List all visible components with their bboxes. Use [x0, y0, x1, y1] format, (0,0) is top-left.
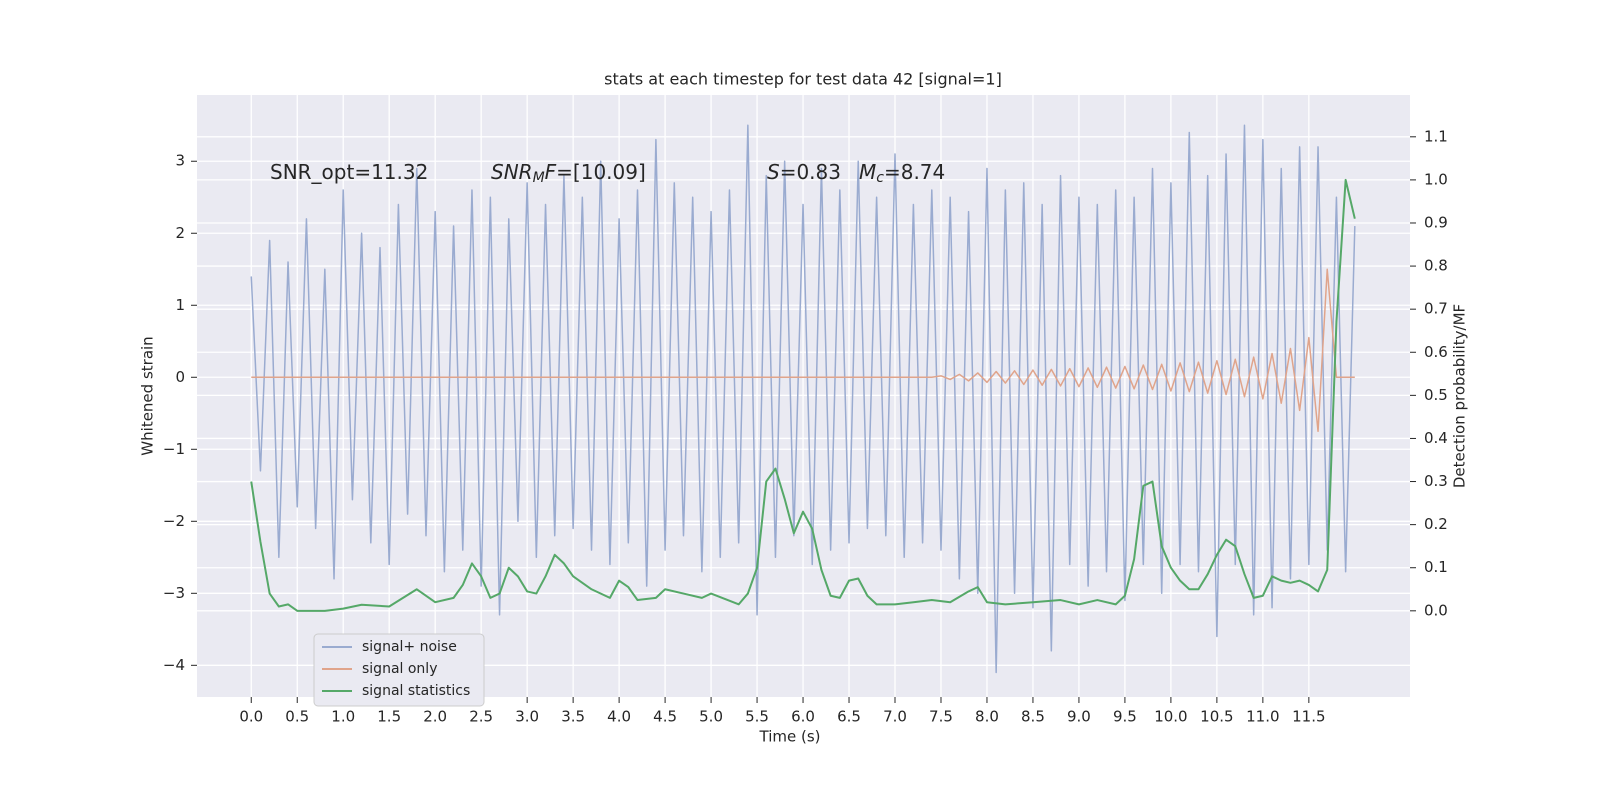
annotation-part: c [876, 170, 884, 186]
y2-tick-label: 0.7 [1424, 300, 1448, 318]
x-tick-label: 0.0 [239, 708, 263, 726]
x-tick-label: 4.0 [607, 708, 631, 726]
x-tick-label: 6.5 [837, 708, 861, 726]
x-tick-label: 6.0 [791, 708, 815, 726]
legend-box [313, 633, 485, 707]
y2-axis-label: Detection probability/MF [1451, 304, 1469, 488]
y2-tick-label: 0.6 [1424, 343, 1448, 361]
y-tick-label: 3 [175, 152, 185, 170]
annotation: Mc=8.74 [859, 160, 945, 187]
y-tick-label: −1 [163, 440, 185, 458]
legend-label: signal only [362, 661, 437, 677]
x-tick-label: 1.0 [331, 708, 355, 726]
legend-label: signal+ noise [362, 639, 457, 655]
legend: signal+ noise signal only signal statistic… [313, 633, 485, 707]
x-tick-label: 7.0 [883, 708, 907, 726]
x-tick-label: 5.0 [699, 708, 723, 726]
y-tick-label: −2 [163, 512, 185, 530]
annotation-part: SNR_opt=11.32 [270, 160, 428, 184]
series-line [250, 178, 1356, 612]
y2-tick-label: 0.4 [1424, 429, 1448, 447]
x-tick-label: 9.0 [1067, 708, 1091, 726]
x-tick-label: 10.5 [1200, 708, 1233, 726]
annotations: SNR_opt=11.32 SNRMF=[10.09] S=0.83 Mc=8.74 [270, 160, 945, 187]
x-tick-label: 10.0 [1154, 708, 1187, 726]
series-line [250, 124, 1356, 674]
x-tick-label: 3.0 [515, 708, 539, 726]
y2-tick-label: 1.1 [1424, 127, 1448, 145]
y2-tick-label: 0.0 [1424, 601, 1448, 619]
series-line [251, 268, 1355, 433]
y2-tick-label: 0.3 [1424, 472, 1448, 490]
x-tick-label: 11.0 [1246, 708, 1279, 726]
y2-tick-label: 0.2 [1424, 515, 1448, 533]
chart-title: stats at each timestep for test data 42 … [604, 70, 1002, 89]
y2-tick-label: 0.5 [1424, 386, 1448, 404]
legend-label: signal statistics [362, 683, 470, 699]
x-tick-label: 1.5 [377, 708, 401, 726]
y2-tick-label: 1.0 [1424, 170, 1448, 188]
x-tick-label: 9.5 [1113, 708, 1137, 726]
x-tick-label: 4.5 [653, 708, 677, 726]
y-axis-label: Whitened strain [139, 336, 157, 455]
annotation: SNRMF=[10.09] [491, 160, 646, 187]
x-tick-label: 2.0 [423, 708, 447, 726]
annotation-part: SNR [491, 160, 533, 184]
y-tick-label: 0 [175, 368, 185, 386]
annotation-part: =0.83 [780, 160, 841, 184]
annotation-part: =[10.09] [556, 160, 646, 184]
x-tick-label: 8.0 [975, 708, 999, 726]
annotation: SNR_opt=11.32 [270, 160, 428, 184]
x-tick-label: 7.5 [929, 708, 953, 726]
x-tick-label: 11.5 [1292, 708, 1325, 726]
annotation-part: =8.74 [884, 160, 945, 184]
y2-tick-label: 0.8 [1424, 257, 1448, 275]
series-layer [250, 124, 1356, 674]
x-axis-label: Time (s) [759, 728, 821, 746]
axes: 0.0 0.5 1.0 1.5 2.0 2.5 3.0 3.5 4.0 4.5 5.0 5.5 6.0 6… [163, 127, 1448, 725]
y-tick-label: 2 [175, 224, 185, 242]
x-tick-label: 0.5 [285, 708, 309, 726]
annotation: S=0.83 [767, 160, 841, 184]
y-tick-label: −4 [163, 656, 185, 674]
y2-tick-label: 0.9 [1424, 213, 1448, 231]
annotation-part: S [767, 160, 780, 184]
y2-tick-label: 0.1 [1424, 558, 1448, 576]
annotation-part: F [545, 160, 557, 184]
x-tick-label: 8.5 [1021, 708, 1045, 726]
x-tick-label: 2.5 [469, 708, 493, 726]
y-tick-label: 1 [175, 296, 185, 314]
x-tick-label: 3.5 [561, 708, 585, 726]
y-tick-label: −3 [163, 584, 185, 602]
annotation-part: M [533, 170, 545, 186]
x-tick-label: 5.5 [745, 708, 769, 726]
annotation-part: M [859, 160, 876, 184]
